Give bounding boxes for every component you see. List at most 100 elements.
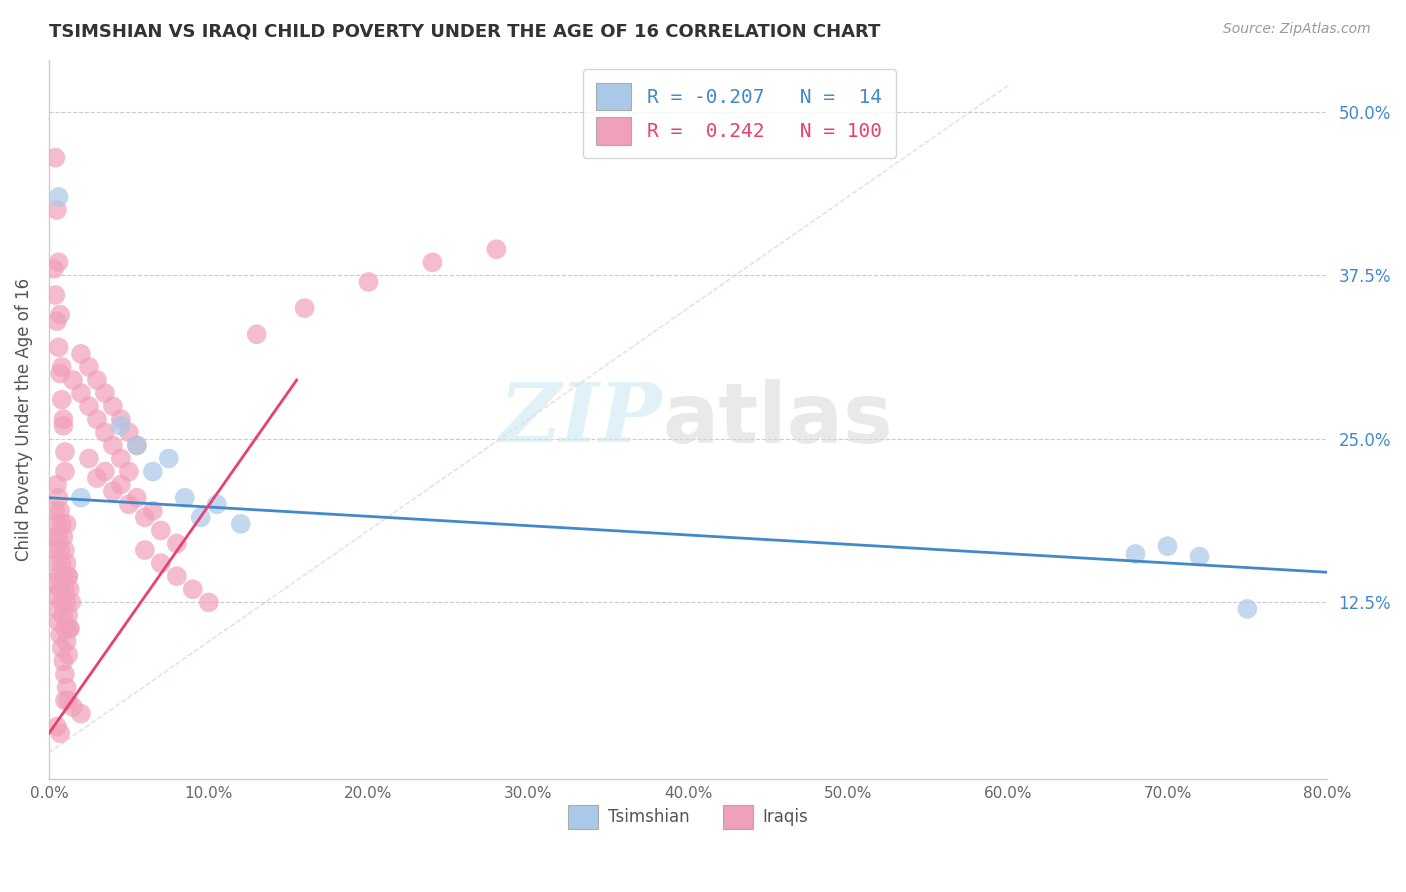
Point <box>49 726 72 740</box>
Point <box>44 589 66 603</box>
Point <box>125 438 148 452</box>
Point <box>51 595 73 609</box>
Point <box>110 477 132 491</box>
Point <box>44 543 66 558</box>
Point <box>52 530 75 544</box>
Point <box>52 608 75 623</box>
Point <box>56 608 79 623</box>
Point <box>49 308 72 322</box>
Point <box>94 425 117 440</box>
Point <box>1125 547 1147 561</box>
Text: Source: ZipAtlas.com: Source: ZipAtlas.com <box>1223 22 1371 37</box>
Point <box>166 569 188 583</box>
Point <box>422 255 444 269</box>
Point <box>53 543 76 558</box>
Point <box>62 373 84 387</box>
Point <box>110 412 132 426</box>
Point <box>1188 549 1211 564</box>
Point <box>48 255 70 269</box>
Text: atlas: atlas <box>662 379 893 459</box>
Point <box>42 575 65 590</box>
Point <box>42 530 65 544</box>
Point <box>48 530 70 544</box>
Point <box>1156 539 1178 553</box>
Point <box>485 242 508 256</box>
Point <box>56 693 79 707</box>
Point <box>166 536 188 550</box>
Point <box>46 516 69 531</box>
Point <box>118 425 141 440</box>
Point <box>77 359 100 374</box>
Point <box>149 556 172 570</box>
Point <box>246 327 269 342</box>
Point <box>101 438 124 452</box>
Point <box>142 465 165 479</box>
Point <box>56 569 79 583</box>
Point <box>125 491 148 505</box>
Point <box>70 386 93 401</box>
Point <box>118 465 141 479</box>
Point <box>53 582 76 597</box>
Point <box>48 569 70 583</box>
Point <box>142 504 165 518</box>
Point <box>181 582 204 597</box>
Point <box>59 582 82 597</box>
Point <box>55 556 77 570</box>
Point <box>134 543 156 558</box>
Point <box>46 314 69 328</box>
Point <box>62 700 84 714</box>
Point <box>49 504 72 518</box>
Point <box>48 491 70 505</box>
Point <box>51 556 73 570</box>
Point <box>48 340 70 354</box>
Point <box>134 510 156 524</box>
Point <box>49 582 72 597</box>
Point <box>59 622 82 636</box>
Point <box>49 628 72 642</box>
Point <box>52 418 75 433</box>
Point <box>110 418 132 433</box>
Point <box>77 451 100 466</box>
Point <box>101 399 124 413</box>
Point <box>294 301 316 315</box>
Point <box>1236 602 1258 616</box>
Point <box>94 465 117 479</box>
Point <box>149 524 172 538</box>
Point <box>229 516 252 531</box>
Point <box>52 654 75 668</box>
Point <box>86 471 108 485</box>
Point <box>125 438 148 452</box>
Point <box>48 615 70 629</box>
Point <box>53 667 76 681</box>
Point <box>94 386 117 401</box>
Point <box>46 202 69 217</box>
Text: TSIMSHIAN VS IRAQI CHILD POVERTY UNDER THE AGE OF 16 CORRELATION CHART: TSIMSHIAN VS IRAQI CHILD POVERTY UNDER T… <box>49 22 880 40</box>
Point <box>53 693 76 707</box>
Point <box>51 641 73 656</box>
Point <box>46 477 69 491</box>
Point <box>86 412 108 426</box>
Point <box>101 484 124 499</box>
Point <box>46 602 69 616</box>
Point <box>48 190 70 204</box>
Point <box>46 556 69 570</box>
Point <box>51 359 73 374</box>
Point <box>55 681 77 695</box>
Point <box>44 504 66 518</box>
Point <box>51 392 73 407</box>
Point <box>70 706 93 721</box>
Point <box>110 451 132 466</box>
Point <box>49 543 72 558</box>
Point <box>118 497 141 511</box>
Point <box>157 451 180 466</box>
Point <box>56 648 79 662</box>
Point <box>173 491 195 505</box>
Point <box>51 516 73 531</box>
Point <box>42 261 65 276</box>
Point <box>60 595 83 609</box>
Point <box>205 497 228 511</box>
Point <box>59 622 82 636</box>
Point <box>53 445 76 459</box>
Point <box>55 634 77 648</box>
Point <box>55 595 77 609</box>
